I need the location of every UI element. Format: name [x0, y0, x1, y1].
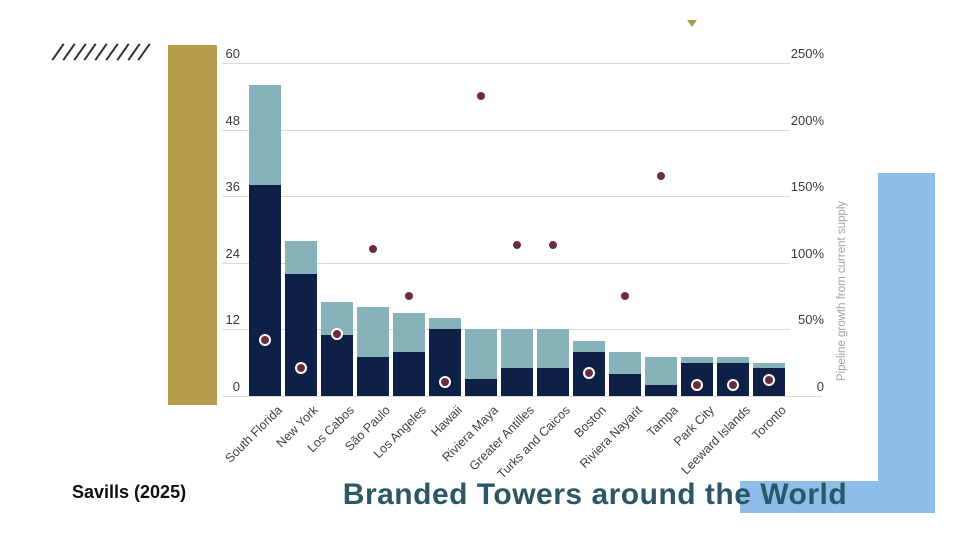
bar-segment-light [357, 307, 389, 358]
gridline [222, 63, 790, 64]
growth-dot [330, 328, 343, 341]
bar-segment-dark [357, 357, 389, 396]
gridline [222, 129, 790, 131]
right-axis-tick-label: 100% [790, 245, 824, 261]
gold-bar-decoration [168, 45, 217, 405]
growth-dot [474, 89, 487, 102]
accent-rect-bottom [740, 481, 933, 513]
gold-triangle-decoration [687, 20, 697, 27]
bar-segment-light [429, 318, 461, 330]
growth-dot [690, 378, 703, 391]
bar-segment-light [249, 85, 281, 186]
growth-dot [510, 238, 523, 251]
growth-dot [438, 376, 451, 389]
right-axis-tick-label: 250% [790, 46, 824, 61]
source-label: Savills (2025) [72, 482, 187, 502]
growth-dot [366, 242, 379, 255]
growth-dot [762, 373, 775, 386]
bar-segment-light [573, 340, 605, 352]
right-axis-tick-label: 50% [797, 312, 824, 328]
gridline [222, 396, 822, 397]
y-axis-tick-label: 12 [225, 312, 240, 328]
bar-segment-dark [609, 373, 641, 396]
growth-dot [582, 366, 595, 379]
bar-segment-light [537, 329, 569, 369]
gridline [222, 196, 790, 198]
bar-segment-light [645, 357, 677, 385]
slide-title: Branded Towers around the World [342, 478, 848, 511]
y-axis-tick-label: 24 [225, 245, 240, 261]
bar-segment-light [285, 240, 317, 274]
growth-dot [546, 238, 559, 251]
y-axis-tick-label: 36 [225, 179, 240, 195]
bar-segment-dark [393, 351, 425, 396]
bar-segment-light [753, 362, 785, 369]
bar-segment-dark [645, 384, 677, 396]
y-axis-tick-label: 48 [225, 112, 240, 128]
bar-segment-light [501, 329, 533, 369]
right-axis-tick-label: 200% [790, 112, 824, 128]
growth-dot [258, 333, 271, 346]
bar-segment-dark [465, 379, 497, 396]
bar-segment-light [393, 312, 425, 352]
gridline [222, 262, 790, 264]
bar-segment-dark [321, 334, 353, 396]
bar-segment-light [465, 329, 497, 380]
bar-segment-light [681, 357, 713, 363]
bar-segment-light [717, 357, 749, 363]
right-axis-tick-label: 150% [790, 179, 824, 195]
accent-rect-tall [878, 173, 935, 513]
growth-dot [294, 361, 307, 374]
bar-segment-dark [537, 368, 569, 396]
hatch-line [137, 43, 151, 61]
right-axis-title: Pipeline growth from current supply [836, 200, 848, 382]
y-axis-tick-label: 0 [232, 379, 240, 394]
growth-dot [726, 378, 739, 391]
bar-segment-dark [285, 273, 317, 396]
bar-segment-dark [249, 185, 281, 396]
growth-dot [618, 289, 631, 302]
growth-dot [402, 289, 415, 302]
bar-segment-light [609, 351, 641, 374]
bar-segment-dark [501, 368, 533, 396]
right-axis-tick-label: 0 [816, 379, 824, 394]
y-axis-tick-label: 60 [225, 46, 240, 61]
growth-dot [654, 169, 667, 182]
